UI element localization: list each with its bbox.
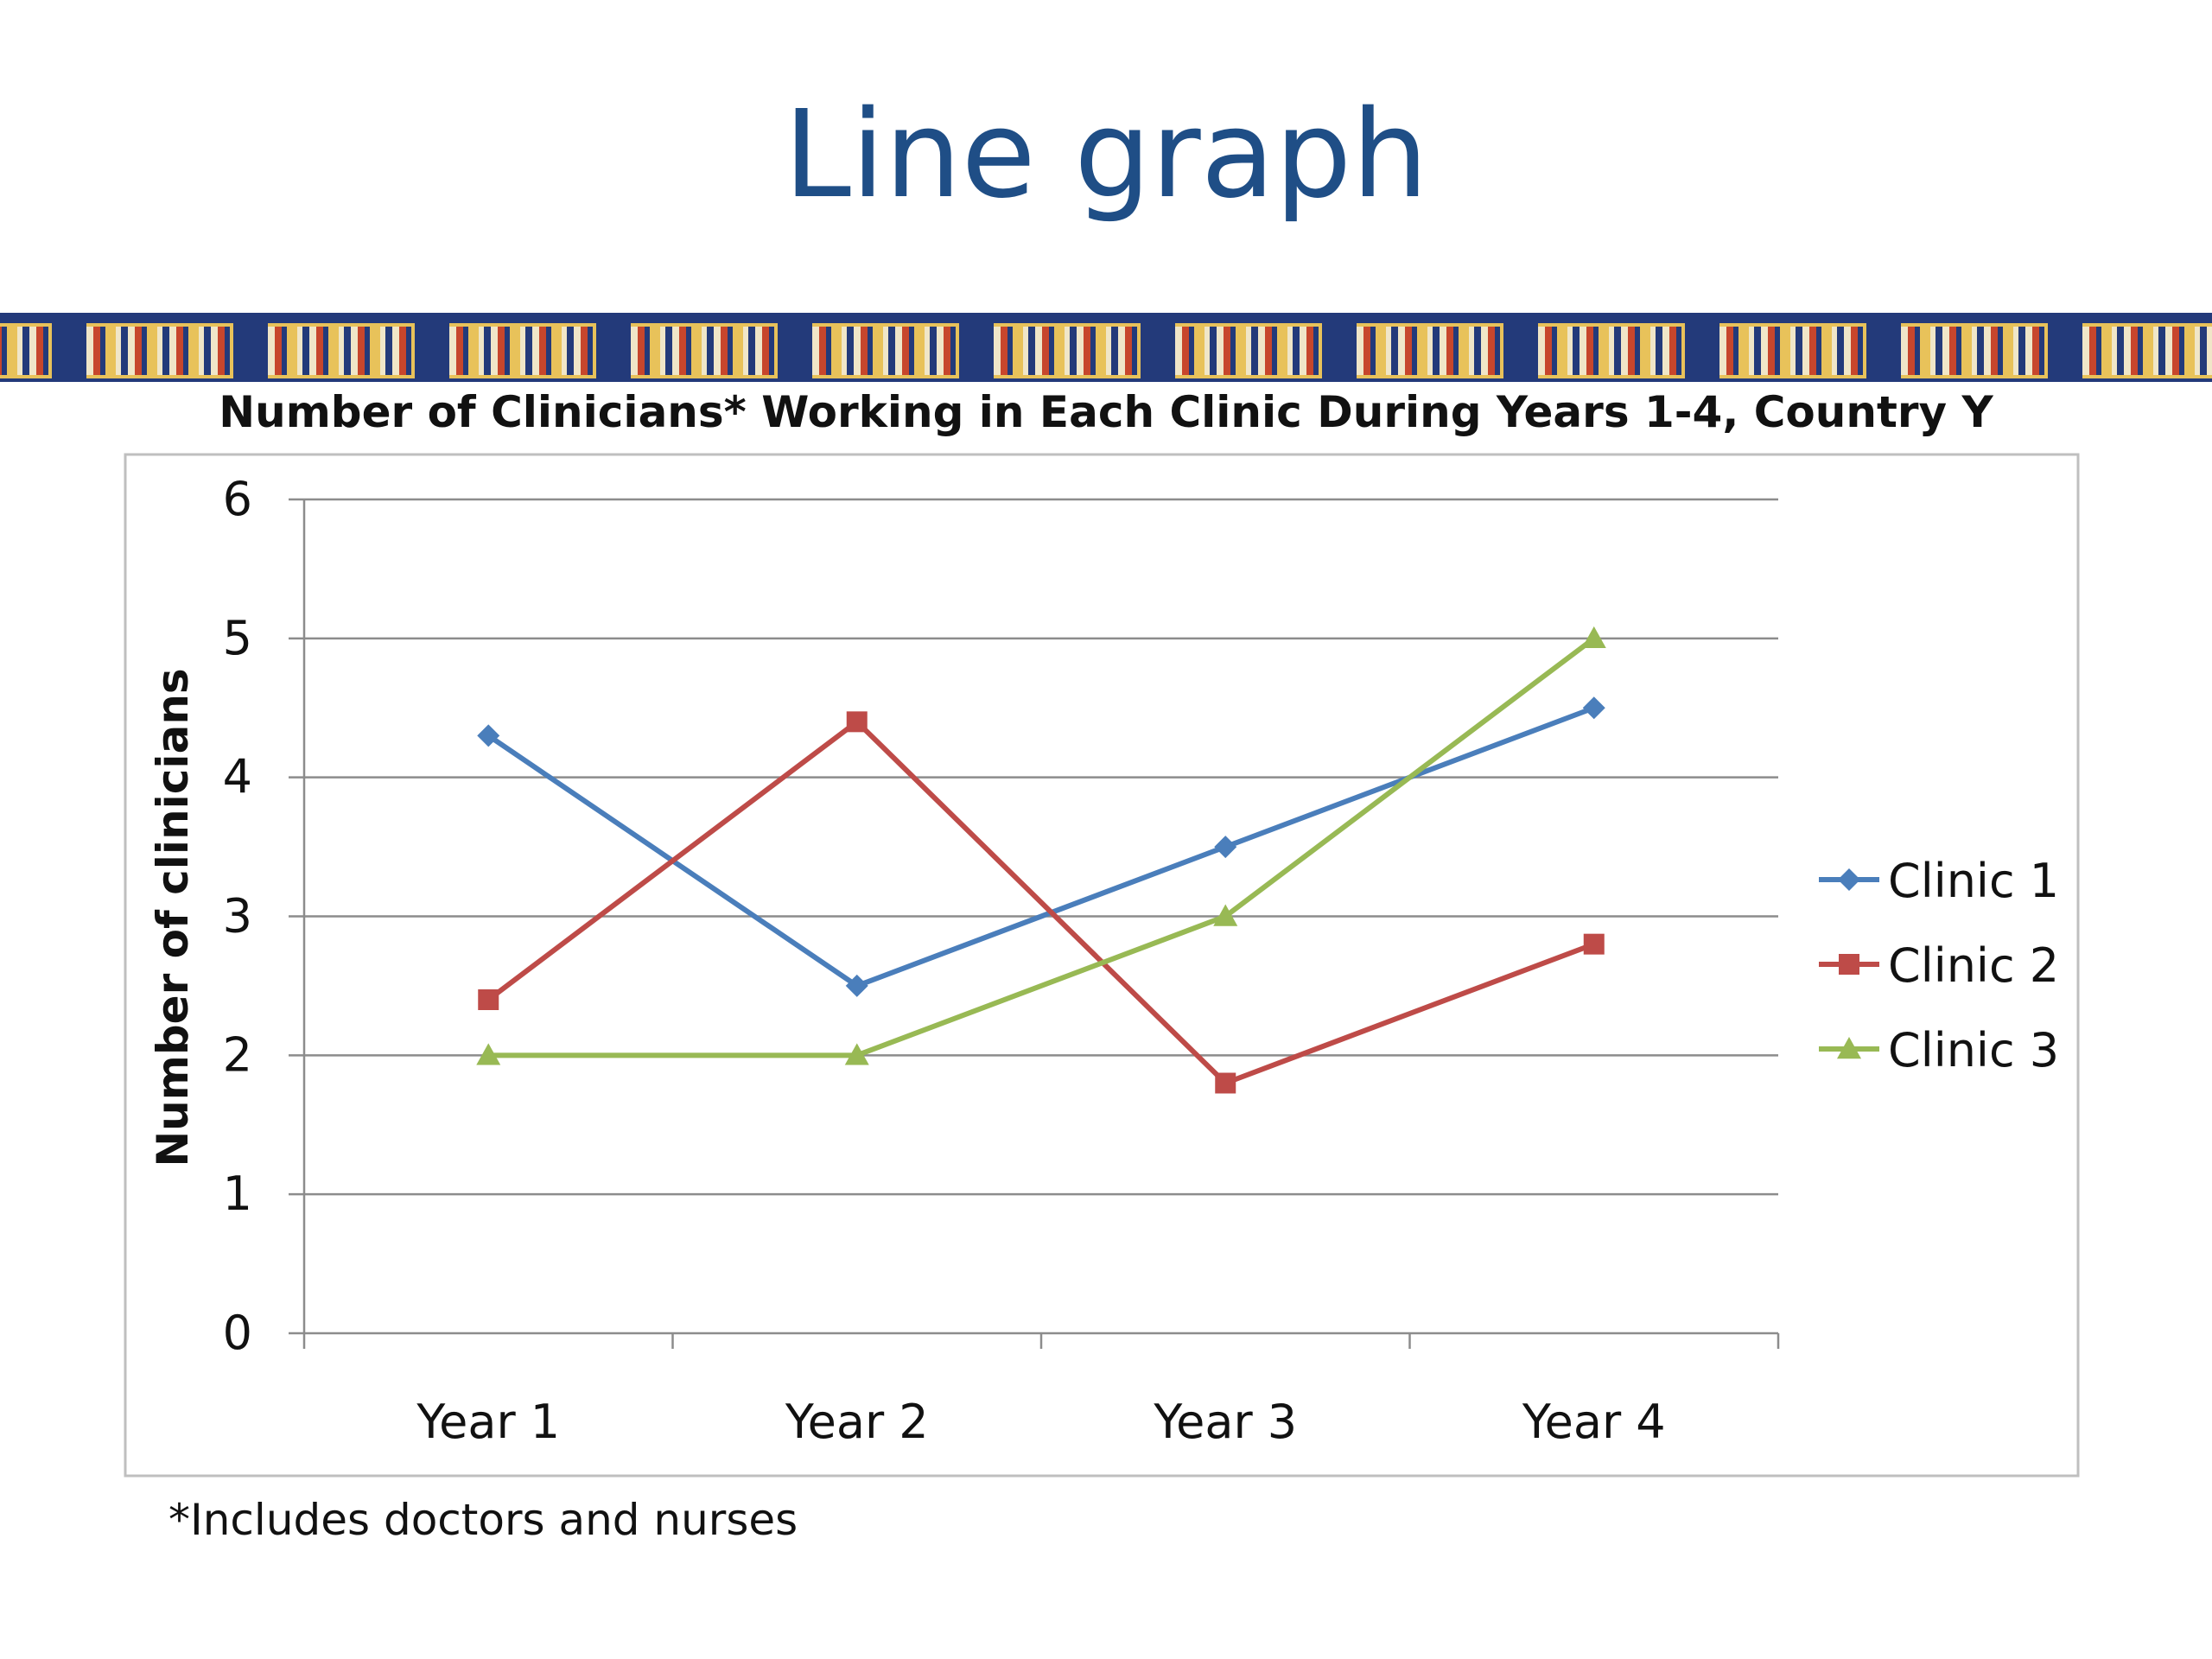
band-pattern-tile: [2082, 323, 2212, 378]
band-pattern-tile: [268, 323, 415, 378]
x-tick-label: Year 2: [785, 1395, 929, 1449]
band-pattern-tile: [631, 323, 778, 378]
data-point-clinic-2: [1583, 933, 1605, 955]
chart-frame: [124, 453, 2080, 1478]
band-pattern-tile: [449, 323, 596, 378]
legend-label: Clinic 2: [1888, 938, 2059, 993]
y-tick-label: 1: [223, 1166, 252, 1221]
slide-title: Line graph: [783, 85, 1429, 226]
band-pattern-tile: [1719, 323, 1866, 378]
decorative-pattern-band: [0, 313, 2212, 382]
series-line-clinic-1: [486, 705, 1595, 988]
data-point-clinic-2: [846, 711, 868, 733]
data-point-clinic-1: [477, 724, 500, 747]
data-point-clinic-2: [478, 989, 499, 1010]
data-point-clinic-3: [844, 1043, 869, 1065]
data-point-clinic-1: [1214, 836, 1237, 859]
y-axis-title: Number of clinicians: [148, 668, 198, 1166]
band-pattern-tile: [1538, 323, 1685, 378]
data-point-clinic-3: [1581, 626, 1606, 649]
series-line-clinic-2: [486, 719, 1595, 1086]
band-pattern-tile: [0, 323, 52, 378]
y-tick-label: 5: [223, 611, 252, 665]
band-pattern-tile: [994, 323, 1141, 378]
legend-label: Clinic 1: [1888, 854, 2059, 908]
data-point-clinic-1: [845, 974, 868, 997]
data-point-clinic-3: [1213, 904, 1238, 926]
band-pattern-tile: [1901, 323, 2048, 378]
data-point-clinic-1: [1582, 696, 1605, 720]
chart-title: Number of Clinicians* Working in Each Cl…: [219, 387, 1993, 437]
y-tick-label: 4: [223, 750, 252, 804]
x-tick-label: Year 1: [416, 1395, 560, 1449]
band-pattern-tile: [1357, 323, 1503, 378]
x-tick-label: Year 4: [1522, 1395, 1666, 1449]
data-point-clinic-3: [476, 1043, 501, 1065]
series-line-clinic-3: [488, 636, 1596, 1058]
y-tick-label: 6: [223, 472, 252, 526]
y-tick-label: 2: [223, 1027, 252, 1082]
footnote: *Includes doctors and nurses: [168, 1495, 798, 1545]
band-pattern-tile: [86, 323, 233, 378]
legend-marker: [1839, 954, 1859, 975]
y-tick-label: 3: [223, 889, 252, 944]
y-tick-label: 0: [223, 1306, 252, 1360]
x-tick-label: Year 3: [1153, 1395, 1297, 1449]
legend-label: Clinic 3: [1888, 1023, 2059, 1077]
legend-marker: [1838, 868, 1860, 891]
band-pattern-tile: [812, 323, 959, 378]
legend-marker: [1837, 1037, 1861, 1059]
band-pattern-tile: [1175, 323, 1322, 378]
data-point-clinic-2: [1215, 1072, 1236, 1094]
